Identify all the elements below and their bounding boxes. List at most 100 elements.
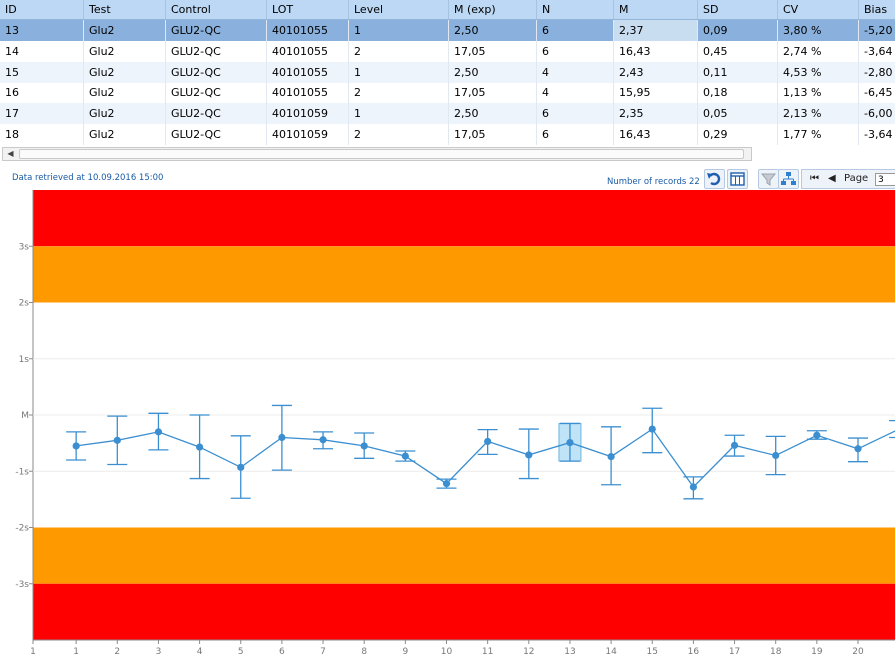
table-cell: 16,43 xyxy=(613,40,698,62)
y-tick-label: -3s xyxy=(15,580,29,590)
data-point xyxy=(730,441,739,449)
page-label: Page xyxy=(844,173,869,184)
table-row[interactable]: 15 Glu2 GLU2-QC 40101055 1 2,50 4 2,43 0,11 4,53 … xyxy=(0,61,895,83)
page-number-input[interactable] xyxy=(875,173,895,186)
table-cell: 1,13 % xyxy=(777,82,859,104)
data-point xyxy=(772,451,780,460)
table-cell: 2,37 xyxy=(613,19,698,41)
x-tick-label: 14 xyxy=(605,647,617,657)
x-tick-label: 5 xyxy=(238,647,244,657)
column-header[interactable]: LOT xyxy=(266,0,349,20)
grid-header-row: ID Test Control LOT Level M (exp) N M SD CV Bias xyxy=(0,0,895,20)
table-row[interactable]: 14 Glu2 GLU2-QC 40101055 2 17,05 6 16,43 0,45 2,7… xyxy=(0,40,895,62)
table-cell: GLU2-QC xyxy=(165,124,267,145)
scroll-left-icon[interactable]: ◀ xyxy=(7,149,14,158)
table-cell: 6 xyxy=(536,124,614,145)
prev-page-icon[interactable]: ◀ xyxy=(828,173,836,184)
table-cell: 17 xyxy=(0,103,84,125)
table-cell: 0,05 xyxy=(697,103,778,125)
column-header[interactable]: M (exp) xyxy=(448,0,537,20)
table-cell: 17,05 xyxy=(448,82,537,104)
y-tick-label: M xyxy=(21,411,29,421)
y-tick-label: -1s xyxy=(15,467,29,477)
x-tick-label: 12 xyxy=(523,647,534,657)
table-row[interactable]: 17 Glu2 GLU2-QC 40101059 1 2,50 6 2,35 0,05 2,13 … xyxy=(0,103,895,125)
scrollbar-thumb[interactable] xyxy=(19,149,744,159)
table-cell: 0,09 xyxy=(697,19,778,41)
column-header[interactable]: SD xyxy=(697,0,778,20)
undo-button[interactable] xyxy=(704,169,725,189)
table-cell: 2,50 xyxy=(448,103,537,125)
data-point xyxy=(813,431,821,439)
data-point xyxy=(689,483,698,491)
columns-button[interactable] xyxy=(727,169,748,189)
table-cell: 2,35 xyxy=(613,103,698,125)
column-header[interactable]: Test xyxy=(83,0,166,20)
table-cell: 17,05 xyxy=(448,40,537,62)
x-tick-label: 13 xyxy=(564,647,575,657)
table-cell: 15 xyxy=(0,61,84,83)
table-cell: 2,13 % xyxy=(777,103,859,125)
filter-button[interactable] xyxy=(758,169,779,189)
table-cell: 0,45 xyxy=(697,40,778,62)
data-point xyxy=(525,451,533,459)
table-cell: 2,50 xyxy=(448,19,537,41)
table-row[interactable]: 13 Glu2 GLU2-QC 40101055 1 2,50 6 2,37 0,09 3,80 … xyxy=(0,19,895,41)
column-header[interactable]: ID xyxy=(0,0,84,20)
results-grid: ID Test Control LOT Level M (exp) N M SD CV Bias 1… xyxy=(0,0,895,145)
hierarchy-button[interactable] xyxy=(778,169,799,189)
data-point xyxy=(484,437,492,446)
table-cell: 16 xyxy=(0,82,84,104)
table-cell: -3,64 % xyxy=(858,40,895,62)
data-point xyxy=(278,433,286,442)
table-cell: 0,11 xyxy=(697,61,778,83)
table-cell: -2,80 % xyxy=(858,61,895,83)
table-cell: -5,20 % xyxy=(858,19,895,41)
table-cell: 6 xyxy=(536,103,614,125)
undo-icon xyxy=(707,172,721,186)
table-row[interactable]: 16 Glu2 GLU2-QC 40101055 2 17,05 4 15,95 0,18 1,1… xyxy=(0,82,895,104)
first-page-icon[interactable]: ⏮ xyxy=(810,173,819,184)
hierarchy-icon xyxy=(781,172,796,185)
table-cell: 0,18 xyxy=(697,82,778,104)
data-point xyxy=(196,443,204,451)
table-cell: Glu2 xyxy=(83,40,166,62)
x-tick-label: 18 xyxy=(770,647,782,657)
data-point xyxy=(648,425,656,433)
x-tick-label: 6 xyxy=(279,647,285,657)
table-cell: Glu2 xyxy=(83,124,166,145)
table-cell: Glu2 xyxy=(83,19,166,41)
table-cell: 4 xyxy=(536,82,614,104)
pager: ⏮ ◀ Page xyxy=(801,169,895,189)
table-cell: 3,80 % xyxy=(777,19,859,41)
column-header[interactable]: Bias xyxy=(858,0,895,20)
data-point xyxy=(319,436,327,444)
table-cell: 4 xyxy=(536,61,614,83)
column-header[interactable]: CV xyxy=(777,0,859,20)
x-tick-label: 15 xyxy=(647,647,658,657)
table-cell: GLU2-QC xyxy=(165,82,267,104)
column-header[interactable]: N xyxy=(536,0,614,20)
table-cell: GLU2-QC xyxy=(165,103,267,125)
table-cell: 17,05 xyxy=(448,124,537,145)
table-cell: 40101055 xyxy=(266,19,349,41)
column-header[interactable]: Level xyxy=(348,0,449,20)
chart-band xyxy=(33,527,895,584)
x-tick-label: 7 xyxy=(320,647,326,657)
y-tick-label: 1s xyxy=(19,355,30,365)
table-cell: 40101055 xyxy=(266,40,349,62)
x-tick-label: 19 xyxy=(811,647,823,657)
column-header[interactable]: Control xyxy=(165,0,267,20)
data-point xyxy=(237,463,245,471)
x-tick-label: 1 xyxy=(73,647,79,657)
chart-band xyxy=(33,246,895,303)
table-cell: 16,43 xyxy=(613,124,698,145)
x-tick-label: 17 xyxy=(729,647,740,657)
horizontal-scrollbar[interactable]: ◀ xyxy=(2,147,752,161)
data-point xyxy=(360,442,368,450)
column-header[interactable]: M xyxy=(613,0,698,20)
table-row[interactable]: 18 Glu2 GLU2-QC 40101059 2 17,05 6 16,43 0,29 1,7… xyxy=(0,124,895,145)
table-cell: 2 xyxy=(348,82,449,104)
columns-icon xyxy=(730,172,745,186)
